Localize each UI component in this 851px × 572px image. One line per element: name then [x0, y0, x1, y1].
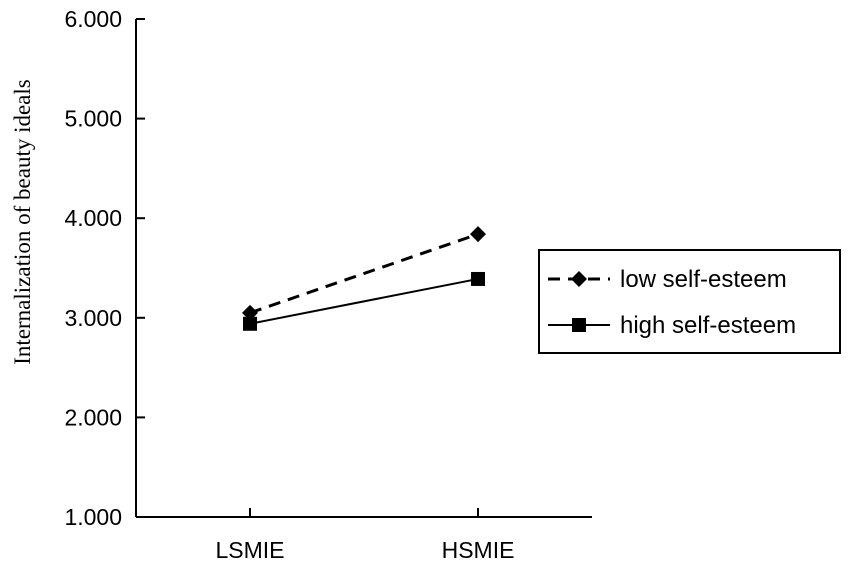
- series-line: [249, 232, 479, 315]
- series-line: [249, 277, 479, 325]
- y-tick-label: 6.000: [64, 6, 122, 32]
- legend-entry: low self-esteem: [548, 266, 787, 293]
- legend-label: low self-esteem: [620, 266, 787, 293]
- y-ticks: 1.000 2.000 3.000 4.000 5.000 6.000: [64, 6, 145, 530]
- y-tick-label: 4.000: [64, 205, 122, 231]
- plot-area: [242, 226, 486, 331]
- data-point: [471, 271, 485, 286]
- legend-marker: [572, 318, 586, 332]
- data-point: [243, 316, 257, 331]
- x-ticks: LSMIE HSMIE: [215, 508, 514, 563]
- legend-box: [538, 249, 841, 354]
- x-tick-label: LSMIE: [215, 537, 284, 563]
- y-tick-label: 5.000: [64, 106, 122, 132]
- x-tick-label: HSMIE: [442, 537, 515, 563]
- legend: low self-esteem high self-esteem: [538, 249, 841, 354]
- axes: [135, 19, 592, 518]
- y-axis-label: Internalization of beauty ideals: [10, 79, 35, 365]
- legend-entry: high self-esteem: [548, 312, 796, 339]
- series-high-self-esteem: [243, 271, 485, 331]
- series-low-self-esteem: [242, 226, 486, 321]
- legend-label: high self-esteem: [620, 312, 796, 339]
- data-point: [470, 226, 486, 243]
- y-tick-label: 2.000: [64, 404, 122, 430]
- legend-marker: [571, 271, 587, 287]
- y-tick-label: 1.000: [64, 504, 122, 530]
- y-tick-label: 3.000: [64, 305, 122, 331]
